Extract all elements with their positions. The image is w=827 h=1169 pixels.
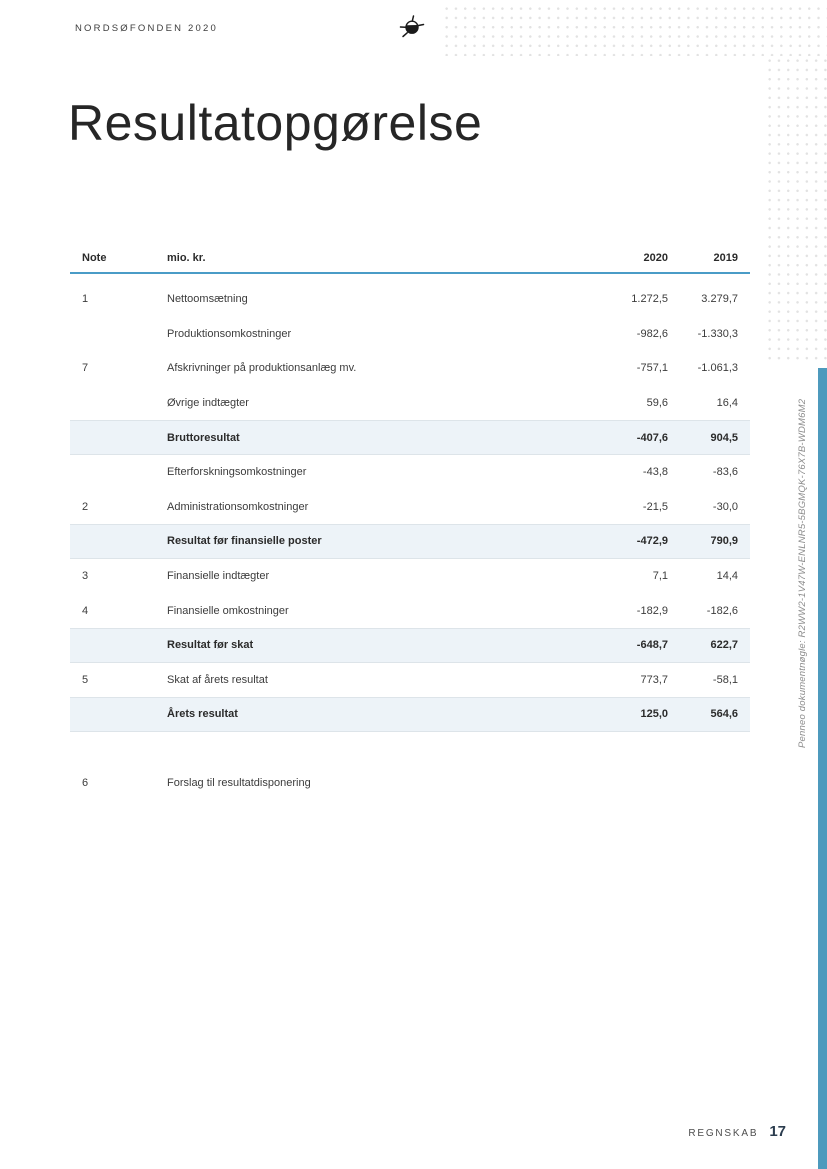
row-value-2019: 622,7 xyxy=(710,639,738,652)
row-value-2019: 564,6 xyxy=(710,708,738,721)
row-note: 6 xyxy=(82,777,89,790)
col-header-2019: 2019 xyxy=(713,252,738,264)
row-value-2020: 773,7 xyxy=(640,673,668,686)
row-value-2020: -648,7 xyxy=(636,639,668,652)
row-label: Årets resultat xyxy=(167,708,238,721)
row-note: 2 xyxy=(82,500,89,513)
row-label: Finansielle omkostninger xyxy=(167,604,289,617)
row-value-2020: 125,0 xyxy=(640,708,668,721)
row-value-2020: -757,1 xyxy=(636,362,668,375)
row-label: Forslag til resultatdisponering xyxy=(167,777,311,790)
table-row: 5 Skat af årets resultat 773,7 -58,1 xyxy=(70,663,750,698)
col-header-2020: 2020 xyxy=(643,252,668,264)
row-label: Finansielle indtægter xyxy=(167,570,270,583)
table-row: 3 Finansielle indtægter 7,1 14,4 xyxy=(70,559,750,594)
row-value-2019: -1.330,3 xyxy=(697,327,738,340)
table-row-subtotal: Resultat før finansielle poster -472,9 790… xyxy=(70,524,750,559)
table-row-resultatdisponering: 6 Forslag til resultatdisponering xyxy=(70,766,750,801)
row-label: Produktionsomkostninger xyxy=(167,327,292,340)
row-value-2019: 14,4 xyxy=(716,570,738,583)
row-note: 7 xyxy=(82,362,89,375)
table-header-row: Note mio. kr. 2020 2019 xyxy=(70,252,750,274)
table-row-subtotal: Årets resultat 125,0 564,6 xyxy=(70,697,750,732)
footer-section-label: REGNSKAB xyxy=(688,1128,759,1139)
accent-bar xyxy=(818,368,827,1169)
row-label: Afskrivninger på produktionsanlæg mv. xyxy=(167,362,357,375)
table-row: Øvrige indtægter 59,6 16,4 xyxy=(70,386,750,421)
page-footer: REGNSKAB 17 xyxy=(688,1123,786,1140)
row-value-2020: 59,6 xyxy=(646,397,668,410)
row-label: Skat af årets resultat xyxy=(167,673,268,686)
document-brand: NORDSØFONDEN 2020 xyxy=(75,23,218,34)
row-value-2020: -407,6 xyxy=(636,431,668,444)
row-value-2019: -1.061,3 xyxy=(697,362,738,375)
dot-pattern-top xyxy=(442,4,827,56)
table-rows: 1 Nettoomsætning 1.272,5 3.279,7 Produktions… xyxy=(70,282,750,732)
col-header-note: Note xyxy=(82,252,107,264)
row-value-2020: -182,9 xyxy=(636,604,668,617)
row-value-2020: -982,6 xyxy=(636,327,668,340)
row-label: Bruttoresultat xyxy=(167,431,240,444)
table-row: Efterforskningsomkostninger -43,8 -83,6 xyxy=(70,455,750,490)
row-value-2019: -182,6 xyxy=(706,604,738,617)
table-row: 1 Nettoomsætning 1.272,5 3.279,7 xyxy=(70,282,750,317)
row-value-2019: 3.279,7 xyxy=(701,293,738,306)
row-label: Administrationsomkostninger xyxy=(167,500,309,513)
col-header-label: mio. kr. xyxy=(167,252,206,264)
row-value-2020: -472,9 xyxy=(636,535,668,548)
row-value-2020: 7,1 xyxy=(652,570,668,583)
row-value-2020: 1.272,5 xyxy=(631,293,668,306)
row-value-2020: -21,5 xyxy=(642,500,668,513)
row-note: 3 xyxy=(82,570,89,583)
dot-pattern-right xyxy=(765,56,827,366)
table-row-subtotal: Bruttoresultat -407,6 904,5 xyxy=(70,420,750,455)
table-row: 7 Afskrivninger på produktionsanlæg mv. -7… xyxy=(70,351,750,386)
penneo-document-key: Penneo dokumentnøgle: R2WW2-1V47W-ENLNR5… xyxy=(797,398,808,748)
table-row: Produktionsomkostninger -982,6 -1.330,3 xyxy=(70,317,750,352)
row-value-2019: -83,6 xyxy=(712,466,738,479)
row-value-2019: 790,9 xyxy=(710,535,738,548)
income-statement-table: Note mio. kr. 2020 2019 1 Nettoomsætning 1… xyxy=(70,252,750,732)
table-row: 2 Administrationsomkostninger -21,5 -30,0 xyxy=(70,490,750,525)
row-label: Efterforskningsomkostninger xyxy=(167,466,307,479)
row-note: 4 xyxy=(82,604,89,617)
nordsoefonden-mine-icon xyxy=(396,12,428,44)
table-row-subtotal: Resultat før skat -648,7 622,7 xyxy=(70,627,750,663)
row-label: Resultat før finansielle poster xyxy=(167,535,322,548)
row-note: 1 xyxy=(82,293,89,306)
row-label: Resultat før skat xyxy=(167,639,254,652)
table-row: 4 Finansielle omkostninger -182,9 -182,6 xyxy=(70,593,750,628)
row-label: Nettoomsætning xyxy=(167,293,248,306)
row-value-2019: -58,1 xyxy=(712,673,738,686)
row-value-2020: -43,8 xyxy=(642,466,668,479)
page-number: 17 xyxy=(769,1123,786,1140)
row-value-2019: -30,0 xyxy=(712,500,738,513)
page-title: Resultatopgørelse xyxy=(68,95,483,151)
row-value-2019: 904,5 xyxy=(710,431,738,444)
row-value-2019: 16,4 xyxy=(716,397,738,410)
row-note: 5 xyxy=(82,673,89,686)
row-label: Øvrige indtægter xyxy=(167,397,249,410)
